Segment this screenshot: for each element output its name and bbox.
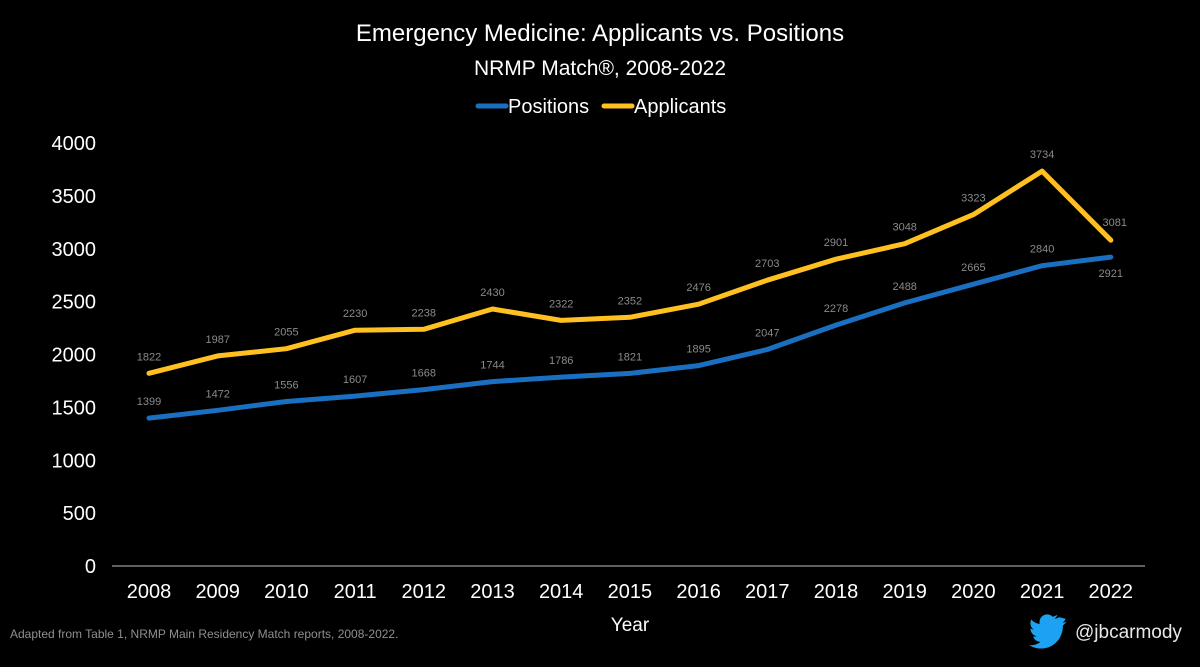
data-label-applicants: 1822 xyxy=(137,351,161,363)
data-label-applicants: 1987 xyxy=(205,334,229,346)
data-label-applicants: 2703 xyxy=(755,258,779,270)
data-label-applicants: 2322 xyxy=(549,298,573,310)
y-tick-label: 1500 xyxy=(52,397,97,419)
y-tick-label: 3500 xyxy=(52,186,97,208)
x-tick-label: 2009 xyxy=(195,581,240,603)
data-label-applicants: 2352 xyxy=(618,295,642,307)
twitter-handle: @jbcarmody xyxy=(1075,622,1182,643)
data-label-positions: 2840 xyxy=(1030,244,1054,256)
x-tick-label: 2008 xyxy=(127,581,172,603)
chart-title: Emergency Medicine: Applicants vs. Posit… xyxy=(356,20,844,47)
x-tick-label: 2022 xyxy=(1089,581,1134,603)
data-label-positions: 2047 xyxy=(755,328,779,340)
legend-label-positions: Positions xyxy=(508,96,589,118)
series-line-applicants xyxy=(146,168,1114,376)
data-label-positions: 2278 xyxy=(824,303,848,315)
y-axis: 0 500 1000 1500 2000 2500 3000 3500 4000 xyxy=(52,133,97,578)
data-label-positions: 1744 xyxy=(480,360,504,372)
legend-label-applicants: Applicants xyxy=(634,96,726,118)
y-tick-label: 2000 xyxy=(52,345,97,367)
x-tick-label: 2015 xyxy=(608,581,653,603)
x-tick-label: 2019 xyxy=(882,581,927,603)
data-label-applicants: 2430 xyxy=(480,287,504,299)
data-label-applicants: 2238 xyxy=(412,307,436,319)
x-tick-label: 2010 xyxy=(264,581,309,603)
legend: Positions Applicants xyxy=(475,96,726,118)
x-tick-label: 2018 xyxy=(814,581,859,603)
x-axis: 2008 2009 2010 2011 2012 2013 2014 2015 2016 2017… xyxy=(127,581,1133,603)
y-tick-label: 1000 xyxy=(52,450,97,472)
data-label-positions: 1556 xyxy=(274,379,298,391)
data-label-positions: 1821 xyxy=(618,351,642,363)
data-label-positions: 1668 xyxy=(412,368,436,380)
x-tick-label: 2014 xyxy=(539,581,584,603)
data-label-positions: 1607 xyxy=(343,374,367,386)
series-layer xyxy=(146,168,1114,421)
chart-subtitle: NRMP Match®, 2008-2022 xyxy=(474,57,726,80)
data-label-applicants: 3323 xyxy=(961,193,985,205)
data-label-applicants: 2476 xyxy=(686,282,710,294)
series-line-positions xyxy=(146,254,1114,421)
data-label-positions: 1472 xyxy=(205,388,229,400)
data-label-applicants: 3048 xyxy=(892,222,916,234)
data-label-applicants: 3081 xyxy=(1103,217,1127,229)
x-axis-label: Year xyxy=(611,615,650,636)
data-labels: 1399 1472 1556 1607 1668 1744 1786 1821 1895 2047… xyxy=(137,149,1127,408)
x-tick-label: 2011 xyxy=(334,581,377,603)
source-note: Adapted from Table 1, NRMP Main Residenc… xyxy=(10,627,398,641)
data-label-positions: 2488 xyxy=(892,281,916,293)
y-tick-label: 0 xyxy=(85,556,96,578)
x-tick-label: 2016 xyxy=(676,581,721,603)
data-label-positions: 1895 xyxy=(686,344,710,356)
y-tick-label: 3000 xyxy=(52,239,97,261)
y-tick-label: 4000 xyxy=(52,133,97,155)
twitter-bird-icon xyxy=(1028,614,1067,649)
data-label-positions: 1399 xyxy=(137,396,161,408)
x-tick-label: 2017 xyxy=(745,581,790,603)
x-tick-label: 2013 xyxy=(470,581,515,603)
x-tick-label: 2021 xyxy=(1020,581,1065,603)
data-label-applicants: 2230 xyxy=(343,308,367,320)
x-tick-label: 2020 xyxy=(951,581,996,603)
x-tick-label: 2012 xyxy=(402,581,447,603)
data-label-positions: 1786 xyxy=(549,355,573,367)
y-tick-label: 2500 xyxy=(52,292,97,314)
data-label-positions: 2921 xyxy=(1099,268,1123,280)
data-label-applicants: 3734 xyxy=(1030,149,1054,161)
y-tick-label: 500 xyxy=(63,503,96,525)
data-label-applicants: 2055 xyxy=(274,327,298,339)
data-label-applicants: 2901 xyxy=(824,237,848,249)
data-label-positions: 2665 xyxy=(961,262,985,274)
